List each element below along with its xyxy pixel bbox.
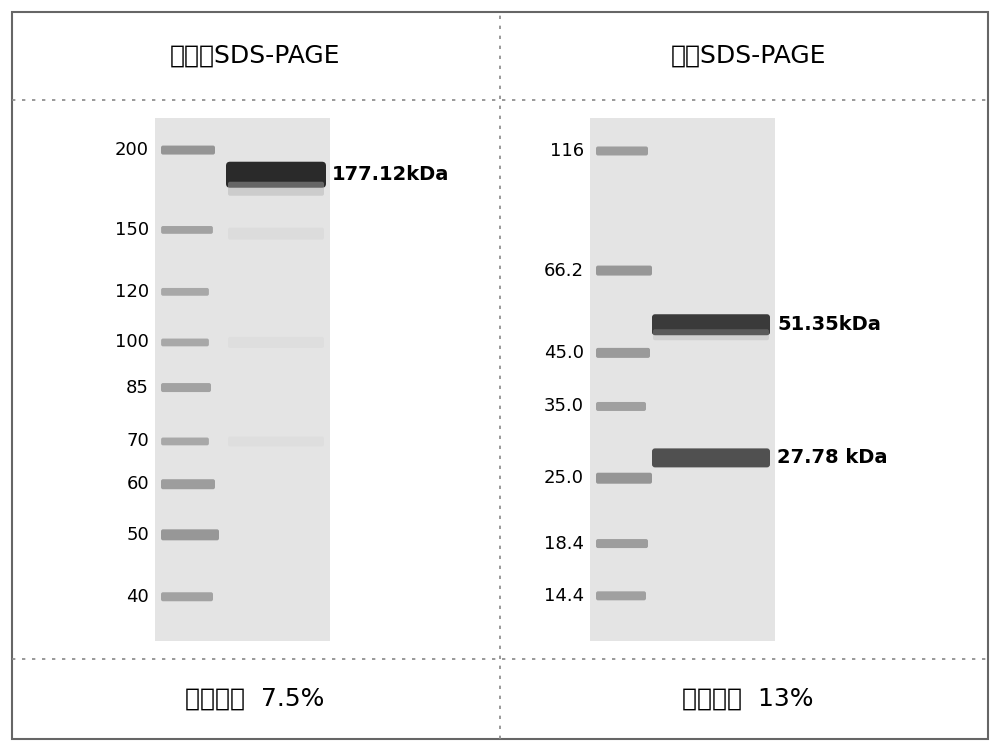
- Text: 还原SDS-PAGE: 还原SDS-PAGE: [670, 44, 826, 68]
- FancyBboxPatch shape: [226, 161, 326, 188]
- Text: 27.78 kDa: 27.78 kDa: [777, 448, 888, 467]
- FancyBboxPatch shape: [228, 228, 324, 240]
- FancyBboxPatch shape: [652, 314, 770, 335]
- Text: 35.0: 35.0: [544, 397, 584, 415]
- Text: 分离胶：  7.5%: 分离胶： 7.5%: [185, 687, 325, 711]
- Text: 70: 70: [126, 433, 149, 451]
- Text: 非还原SDS-PAGE: 非还原SDS-PAGE: [170, 44, 340, 68]
- FancyBboxPatch shape: [161, 438, 209, 445]
- Text: 116: 116: [550, 142, 584, 160]
- FancyBboxPatch shape: [161, 593, 213, 602]
- Text: 66.2: 66.2: [544, 261, 584, 279]
- FancyBboxPatch shape: [596, 539, 648, 548]
- FancyBboxPatch shape: [161, 479, 215, 489]
- Text: 45.0: 45.0: [544, 344, 584, 362]
- FancyBboxPatch shape: [228, 436, 324, 446]
- Text: 25.0: 25.0: [544, 469, 584, 487]
- Text: 60: 60: [126, 475, 149, 493]
- FancyBboxPatch shape: [161, 383, 211, 392]
- FancyBboxPatch shape: [596, 348, 650, 358]
- FancyBboxPatch shape: [228, 182, 324, 196]
- FancyBboxPatch shape: [161, 288, 209, 296]
- Text: 85: 85: [126, 379, 149, 397]
- FancyBboxPatch shape: [161, 529, 219, 540]
- Text: 18.4: 18.4: [544, 535, 584, 553]
- Text: 分离胶：  13%: 分离胶： 13%: [682, 687, 814, 711]
- Text: 50: 50: [126, 526, 149, 544]
- FancyBboxPatch shape: [228, 337, 324, 348]
- Bar: [155, 118, 330, 641]
- Text: 120: 120: [115, 283, 149, 301]
- Text: 14.4: 14.4: [544, 587, 584, 605]
- Text: 40: 40: [126, 588, 149, 606]
- FancyBboxPatch shape: [596, 402, 646, 411]
- FancyBboxPatch shape: [161, 146, 215, 155]
- FancyBboxPatch shape: [653, 329, 769, 340]
- FancyBboxPatch shape: [596, 146, 648, 155]
- Text: 177.12kDa: 177.12kDa: [332, 165, 449, 184]
- FancyBboxPatch shape: [596, 266, 652, 276]
- Text: 150: 150: [115, 221, 149, 239]
- FancyBboxPatch shape: [652, 448, 770, 467]
- FancyBboxPatch shape: [161, 339, 209, 346]
- FancyBboxPatch shape: [161, 226, 213, 234]
- FancyBboxPatch shape: [596, 472, 652, 484]
- Text: 200: 200: [115, 141, 149, 159]
- Text: 51.35kDa: 51.35kDa: [777, 315, 881, 334]
- Bar: [590, 118, 775, 641]
- FancyBboxPatch shape: [596, 591, 646, 600]
- Text: 100: 100: [115, 333, 149, 351]
